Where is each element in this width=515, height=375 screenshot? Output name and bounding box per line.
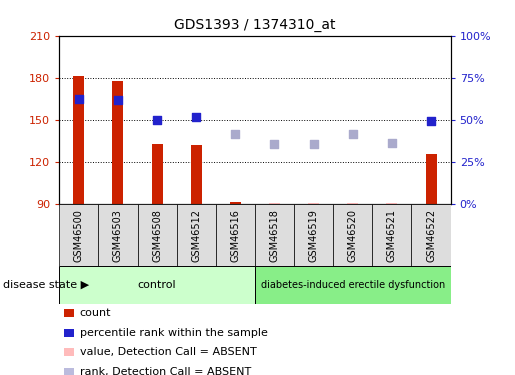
Bar — [386, 203, 398, 204]
Text: GSM46516: GSM46516 — [230, 209, 241, 262]
Text: control: control — [138, 280, 176, 290]
Text: value, Detection Call = ABSENT: value, Detection Call = ABSENT — [80, 347, 256, 357]
Point — [114, 98, 122, 104]
Bar — [255, 204, 294, 266]
Bar — [112, 81, 124, 204]
Point — [388, 140, 396, 146]
Bar — [216, 204, 255, 266]
Bar — [333, 204, 372, 266]
Bar — [230, 202, 241, 204]
Bar — [372, 204, 411, 266]
Text: GSM46522: GSM46522 — [426, 209, 436, 262]
Title: GDS1393 / 1374310_at: GDS1393 / 1374310_at — [174, 18, 336, 32]
Bar — [255, 266, 451, 304]
Bar — [347, 203, 358, 204]
Text: GSM46519: GSM46519 — [308, 209, 319, 262]
Bar — [425, 154, 437, 204]
Bar — [411, 204, 451, 266]
Text: GSM46508: GSM46508 — [152, 209, 162, 262]
Bar — [177, 204, 216, 266]
Text: diabetes-induced erectile dysfunction: diabetes-induced erectile dysfunction — [261, 280, 445, 290]
Bar — [59, 204, 98, 266]
Point — [270, 141, 279, 147]
Bar — [98, 204, 138, 266]
Bar — [269, 203, 280, 204]
Point — [427, 118, 435, 124]
Bar — [151, 144, 163, 204]
Point — [231, 131, 239, 137]
Text: count: count — [80, 308, 111, 318]
Text: disease state ▶: disease state ▶ — [3, 280, 89, 290]
Bar — [73, 76, 84, 204]
Bar — [138, 204, 177, 266]
Bar — [191, 146, 202, 204]
Text: percentile rank within the sample: percentile rank within the sample — [80, 328, 268, 338]
Bar — [308, 203, 319, 204]
Text: GSM46520: GSM46520 — [348, 209, 358, 262]
Text: rank, Detection Call = ABSENT: rank, Detection Call = ABSENT — [80, 367, 251, 375]
Text: GSM46512: GSM46512 — [191, 209, 201, 262]
Point — [153, 117, 161, 123]
Point — [349, 131, 357, 137]
Bar — [59, 266, 255, 304]
Point — [75, 96, 83, 102]
Text: GSM46500: GSM46500 — [74, 209, 84, 262]
Point — [192, 114, 200, 120]
Text: GSM46518: GSM46518 — [269, 209, 280, 262]
Bar — [294, 204, 333, 266]
Point — [310, 141, 318, 147]
Text: GSM46521: GSM46521 — [387, 209, 397, 262]
Text: GSM46503: GSM46503 — [113, 209, 123, 262]
